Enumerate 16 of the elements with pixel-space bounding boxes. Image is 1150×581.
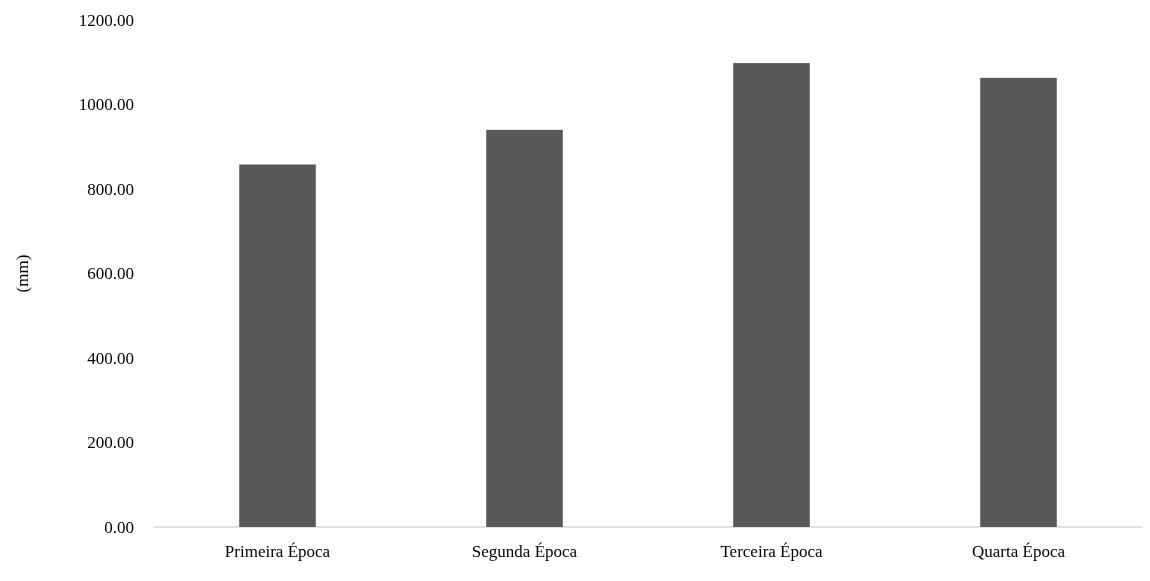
bar bbox=[486, 129, 563, 527]
bar bbox=[239, 164, 316, 527]
x-tick-label: Primeira Época bbox=[224, 542, 331, 561]
y-tick-label: 1000.00 bbox=[78, 95, 134, 115]
bar bbox=[980, 77, 1057, 527]
y-tick-label: 800.00 bbox=[87, 179, 134, 199]
x-tick-label: Terceira Época bbox=[720, 542, 824, 561]
bar bbox=[733, 63, 810, 527]
y-axis-title: (mm) bbox=[13, 254, 32, 293]
x-tick-label: Segunda Época bbox=[471, 542, 578, 561]
y-tick-label: 200.00 bbox=[87, 433, 134, 453]
y-tick-label: 0.00 bbox=[104, 517, 134, 537]
y-tick-label: 400.00 bbox=[87, 348, 134, 368]
y-tick-label: 600.00 bbox=[87, 264, 134, 284]
y-tick-label: 1200.00 bbox=[78, 10, 134, 30]
x-tick-label: Quarta Época bbox=[972, 542, 1066, 561]
